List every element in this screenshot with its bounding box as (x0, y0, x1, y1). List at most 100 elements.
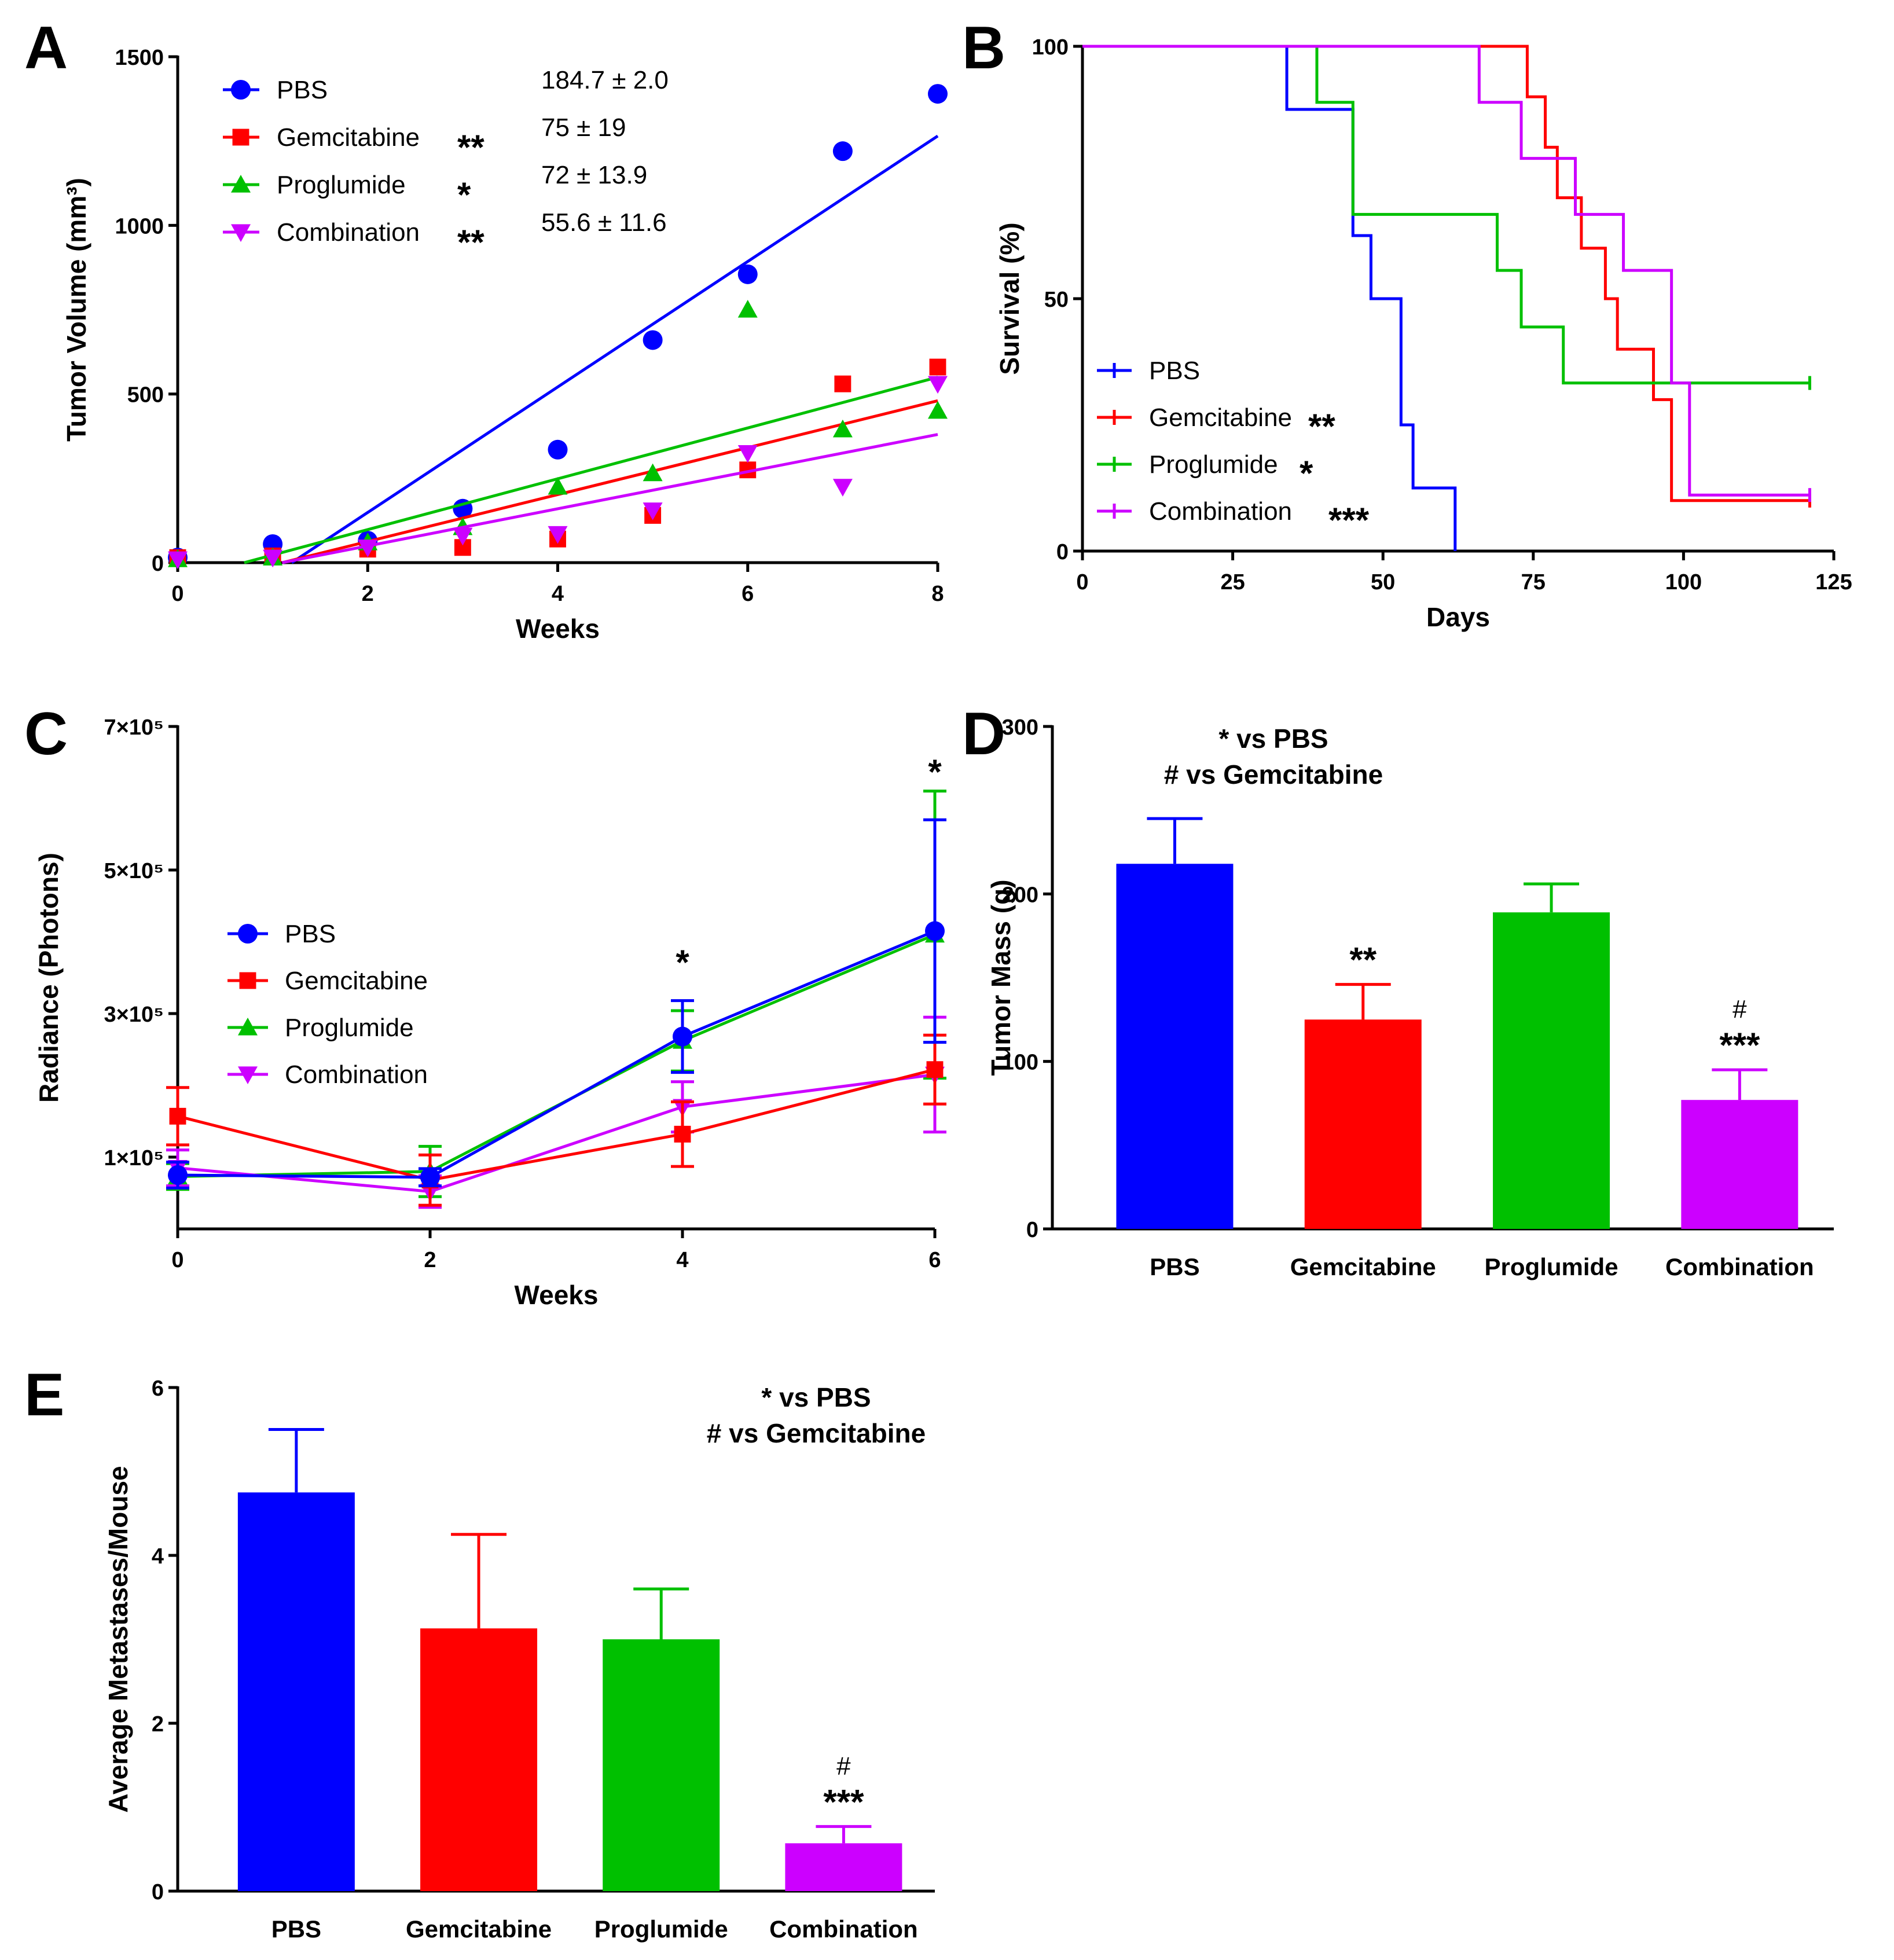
data-point (834, 375, 851, 392)
x-tick-label: 8 (931, 582, 944, 606)
x-tick-label: 4 (552, 582, 564, 606)
category-label: PBS (1150, 1253, 1199, 1280)
data-point (832, 141, 853, 162)
y-tick-label: 1×10⁵ (104, 1146, 164, 1170)
series-proglumide (168, 300, 948, 567)
data-point (737, 264, 758, 284)
legend-marker (238, 924, 258, 944)
significance-label: *** (823, 1782, 864, 1821)
significance-label: * (1300, 454, 1313, 493)
significance-label: *** (1328, 501, 1370, 539)
x-tick-label: 25 (1220, 570, 1245, 594)
y-tick-label: 1500 (115, 46, 164, 70)
x-tick-label: 2 (362, 582, 374, 606)
y-tick-label: 50 (1044, 288, 1069, 312)
bar-pbs (237, 1492, 355, 1891)
data-point (548, 439, 568, 460)
bar-pbs (1116, 864, 1234, 1229)
trend-line (244, 376, 938, 564)
legend-item-combination: Combination (227, 1060, 428, 1089)
bar-group-proglumide: Proglumide (1485, 882, 1618, 1280)
category-label: Combination (769, 1915, 918, 1943)
legend-item-proglumide: Proglumide (227, 1014, 414, 1042)
legend-item-proglumide: Proglumide * 72 ± 13.9 (223, 161, 647, 214)
data-point (643, 502, 663, 520)
panel-letter: D (962, 700, 1005, 768)
x-tick-label: 0 (1076, 570, 1088, 594)
x-tick-label: 2 (424, 1248, 436, 1272)
stat-label: 75 ± 19 (541, 113, 626, 142)
data-point (548, 476, 568, 495)
y-axis-title: Radiance (Photons) (34, 853, 64, 1103)
data-point (169, 1107, 186, 1125)
legend-label: Proglumide (285, 1014, 414, 1042)
y-tick-label: 100 (1032, 35, 1069, 60)
x-tick-label: 75 (1521, 570, 1546, 594)
y-tick-label: 5×10⁵ (104, 859, 164, 883)
legend-marker (238, 1066, 258, 1084)
panel-letter: E (24, 1361, 64, 1429)
data-point (420, 1167, 440, 1187)
survival-curve (1082, 45, 1810, 497)
legend-marker (238, 1018, 258, 1036)
significance-label: ** (1349, 941, 1377, 979)
bar-group-gemcitabine: Gemcitabine ** (1290, 941, 1436, 1280)
trend-line (281, 399, 938, 564)
y-tick-label: 3×10⁵ (104, 1003, 164, 1027)
bar-group-pbs: PBS (1116, 817, 1234, 1280)
legend-label: Proglumide (277, 171, 406, 199)
trend-line (291, 134, 939, 564)
series-combination (1082, 45, 1811, 502)
data-point (643, 463, 663, 482)
bar-group-combination: Combination ***# (769, 1752, 918, 1943)
data-point (832, 479, 853, 497)
category-label: Gemcitabine (406, 1915, 552, 1943)
significance-label: ** (457, 223, 484, 262)
bar-proglumide (1493, 912, 1610, 1229)
legend-marker (231, 175, 251, 193)
data-point (832, 419, 853, 438)
y-axis-title: Average Metastases/Mouse (103, 1466, 133, 1812)
significance-label: * (676, 943, 689, 982)
significance-label: * (928, 753, 942, 791)
series-line (177, 1073, 935, 1194)
significance-label: ** (1308, 407, 1335, 446)
y-tick-label: 4 (152, 1544, 164, 1569)
y-tick-label: 6 (152, 1377, 164, 1401)
significance-label: * (457, 175, 471, 214)
y-tick-label: 500 (127, 383, 164, 408)
y-axis-title: Tumor Mass (g) (986, 879, 1016, 1076)
legend-marker (231, 224, 251, 242)
y-tick-label: 200 (1002, 883, 1038, 907)
legend-item-pbs: PBS 184.7 ± 2.0 (223, 66, 669, 104)
legend-label: PBS (1149, 357, 1200, 385)
series-proglumide (1082, 45, 1811, 390)
x-axis-title: Weeks (516, 614, 600, 644)
legend-item-gemcitabine: Gemcitabine ** (1097, 403, 1335, 446)
data-point (928, 376, 948, 394)
stat-label: 184.7 ± 2.0 (541, 66, 669, 94)
stat-label: 72 ± 13.9 (541, 161, 647, 189)
bar-combination (1681, 1100, 1798, 1229)
y-tick-label: 300 (1002, 715, 1038, 740)
data-point (737, 445, 758, 463)
data-point (929, 358, 946, 376)
panel-letter: C (24, 700, 68, 768)
survival-curve (1082, 45, 1810, 502)
legend-label: PBS (277, 76, 328, 104)
legend-label: Combination (285, 1060, 428, 1089)
category-label: Proglumide (594, 1915, 728, 1943)
y-tick-label: 7×10⁵ (104, 715, 164, 740)
data-point (925, 921, 945, 941)
x-tick-label: 125 (1815, 570, 1852, 594)
survival-curve (1082, 45, 1810, 385)
y-tick-label: 2 (152, 1712, 164, 1737)
note-vs-pbs: * vs PBS (761, 1382, 871, 1412)
note-vs-gemcitabine: # vs Gemcitabine (707, 1418, 926, 1448)
series-line (177, 1068, 935, 1182)
data-point (548, 526, 568, 544)
legend-item-combination: Combination *** (1097, 497, 1370, 539)
bar-group-pbs: PBS (237, 1428, 355, 1943)
hash-label: # (1733, 995, 1747, 1023)
x-axis-title: Weeks (515, 1280, 599, 1310)
